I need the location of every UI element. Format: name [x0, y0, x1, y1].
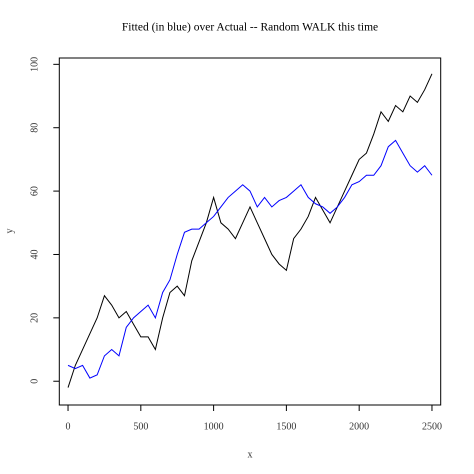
- x-tick-label: 1500: [276, 421, 296, 432]
- y-tick-label: 100: [30, 57, 41, 72]
- y-tick-label: 0: [30, 379, 41, 384]
- x-tick-label: 0: [66, 421, 71, 432]
- y-tick-label: 20: [30, 313, 41, 323]
- x-tick-label: 1000: [204, 421, 224, 432]
- y-tick-label: 40: [30, 249, 41, 259]
- y-tick-label: 60: [30, 186, 41, 196]
- x-tick-label: 2500: [422, 421, 442, 432]
- series-line: [67, 73, 433, 388]
- y-tick-label: 80: [30, 123, 41, 133]
- x-tick-label: 2000: [349, 421, 369, 432]
- series-line: [67, 139, 433, 379]
- plot-frame: [58, 57, 442, 406]
- y-axis-label: y: [4, 229, 15, 234]
- chart-title: Fitted (in blue) over Actual -- Random W…: [122, 22, 378, 34]
- x-tick-label: 500: [133, 421, 148, 432]
- x-axis-label: x: [248, 449, 253, 460]
